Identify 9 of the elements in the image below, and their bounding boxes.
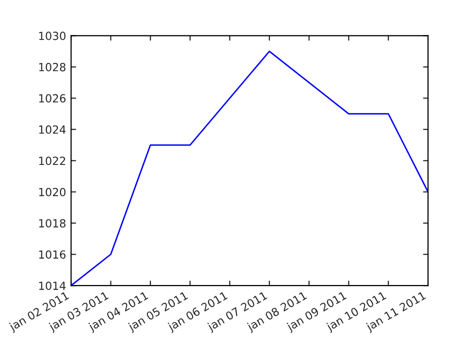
y-tick-label: 1018	[39, 219, 66, 228]
y-tick-label: 1022	[39, 156, 66, 166]
y-tick-label: 1024	[39, 125, 66, 134]
y-tick-label: 1014	[39, 282, 66, 290]
y-tick-label: 1030	[39, 32, 66, 40]
y-tick-label: 1026	[39, 94, 66, 103]
y-tick-label: 1016	[39, 250, 66, 259]
y-tick-label: 1028	[39, 62, 66, 72]
y-tick-label: 1020	[39, 188, 66, 196]
